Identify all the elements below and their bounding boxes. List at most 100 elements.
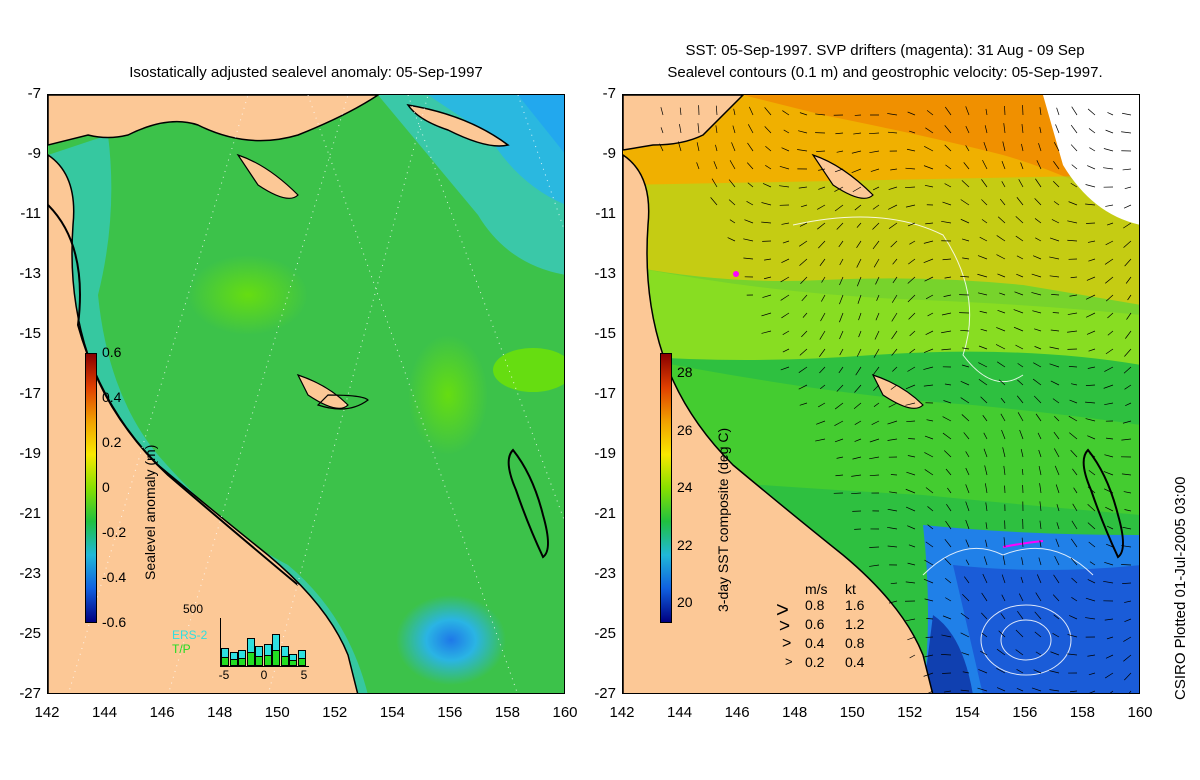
velocity-vector (981, 632, 988, 638)
velocity-vector (926, 419, 934, 422)
velocity-vector (980, 328, 988, 332)
velocity-vector (907, 294, 916, 303)
velocity-vector (1002, 141, 1006, 152)
velocity-vector (979, 310, 988, 314)
velocity-vector (889, 491, 898, 494)
velocity-vector (965, 125, 970, 134)
histogram-bar-tp (263, 655, 272, 666)
velocity-vector (925, 541, 934, 548)
velocity-vector (851, 492, 862, 495)
velocity-vector (1103, 384, 1114, 389)
velocity-vector (925, 294, 934, 300)
velocity-vector (1088, 470, 1096, 476)
velocity-vector (728, 199, 736, 206)
velocity-vector (996, 667, 1006, 674)
velocity-vector (1104, 258, 1114, 265)
velocity-arrow-icon: > (785, 654, 793, 669)
velocity-vector (1051, 294, 1060, 296)
velocity-vector (781, 258, 790, 263)
velocity-vector (1124, 509, 1132, 512)
velocity-vector (1124, 672, 1132, 681)
velocity-vector (960, 612, 970, 620)
velocity-legend-header-kt: kt (845, 581, 856, 597)
velocity-vector (836, 150, 844, 153)
x-tick-label: 142 (609, 704, 635, 721)
velocity-vector (1088, 672, 1096, 676)
velocity-vector (696, 162, 700, 170)
velocity-vector (781, 312, 790, 319)
velocity-vector (1035, 178, 1042, 188)
velocity-vector (1105, 506, 1114, 512)
velocity-legend-ms: 0.4 (805, 635, 825, 651)
velocity-vector (1056, 522, 1060, 530)
velocity-vector (1105, 654, 1114, 659)
velocity-vector (821, 276, 826, 283)
velocity-vector (873, 258, 880, 268)
velocity-vector (977, 687, 988, 692)
velocity-vector (764, 258, 772, 261)
velocity-vector (924, 598, 934, 602)
velocity-vector (888, 204, 898, 210)
velocity-vector (942, 416, 952, 422)
velocity-vector (872, 204, 880, 210)
y-tick-label: -27 (19, 685, 41, 702)
velocity-vector (1124, 186, 1132, 190)
velocity-vector (924, 435, 934, 440)
velocity-vector (1124, 384, 1132, 390)
velocity-vector (818, 168, 826, 171)
velocity-vector (1053, 614, 1060, 620)
velocity-vector (677, 141, 682, 152)
velocity-vector (942, 672, 952, 674)
velocity-vector (981, 219, 988, 224)
velocity-vector (981, 612, 988, 620)
velocity-vector (908, 312, 916, 320)
x-tick-label: 146 (149, 704, 175, 721)
velocity-vector (982, 415, 988, 422)
velocity-vector (924, 452, 934, 458)
velocity-vector (1104, 454, 1114, 458)
velocity-vector (1105, 240, 1114, 246)
velocity-vector (1087, 654, 1096, 657)
velocity-vector (1014, 291, 1024, 296)
velocity-vector (980, 650, 988, 656)
velocity-vector (941, 330, 952, 334)
velocity-vector (798, 186, 808, 189)
velocity-vector (836, 222, 844, 230)
velocity-vector (892, 366, 898, 372)
velocity-vector (890, 240, 898, 248)
velocity-vector (1069, 432, 1078, 440)
velocity-vector (856, 240, 862, 249)
velocity-vector (834, 168, 844, 173)
velocity-vector (887, 420, 898, 425)
histogram-x-tick: 0 (260, 668, 268, 682)
y-tick-label: -7 (27, 85, 41, 102)
velocity-vector (799, 258, 808, 266)
velocity-vector (869, 132, 880, 135)
velocity-vector (801, 330, 808, 338)
velocity-vector (870, 168, 880, 172)
velocity-vector (1105, 437, 1114, 440)
velocity-vector (1121, 438, 1132, 441)
velocity-vector (764, 126, 772, 134)
velocity-vector (1054, 416, 1060, 422)
velocity-vector (1034, 328, 1042, 332)
y-tick-label: -17 (19, 385, 41, 402)
velocity-vector (1053, 574, 1060, 584)
velocity-vector (942, 615, 952, 620)
velocity-vector (1049, 670, 1060, 674)
velocity-vector (1070, 449, 1078, 458)
velocity-vector (1031, 687, 1042, 692)
velocity-vector (1087, 435, 1096, 440)
velocity-vector (1089, 690, 1096, 693)
velocity-vector (1085, 418, 1096, 422)
velocity-vector (891, 312, 898, 322)
velocity-vector (892, 258, 898, 265)
velocity-vector (982, 573, 988, 584)
velocity-vector (731, 142, 736, 152)
velocity-vector (980, 396, 988, 404)
velocity-vector (1103, 488, 1114, 494)
velocity-vector (1053, 161, 1060, 170)
velocity-vector (999, 292, 1006, 296)
y-tick-label: -13 (19, 265, 41, 282)
velocity-vector (834, 186, 844, 192)
